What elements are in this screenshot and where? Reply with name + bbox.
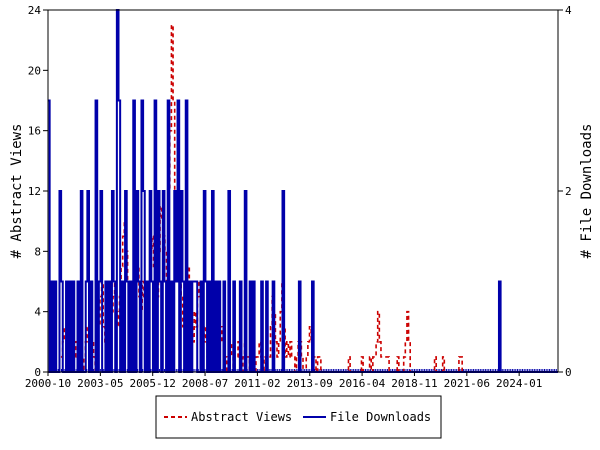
left-axis: 0 4 8 12 16 20 24	[28, 4, 48, 379]
left-tick-label: 12	[28, 185, 41, 198]
x-tick-label: 2011-02	[234, 377, 280, 390]
legend: Abstract Views File Downloads	[155, 395, 442, 439]
series-line-abstract-views	[48, 24, 558, 373]
right-tick-label: 2	[565, 185, 572, 198]
x-axis: 2000-10 2003-05 2005-12 2008-07 2011-02 2013-…	[25, 372, 542, 390]
x-tick-label: 2013-09	[287, 377, 333, 390]
left-tick-label: 24	[28, 4, 42, 17]
right-tick-label: 4	[565, 4, 572, 17]
x-tick-label: 2008-07	[182, 377, 228, 390]
legend-label-abstract-views: Abstract Views	[191, 410, 292, 424]
legend-label-file-downloads: File Downloads	[330, 410, 431, 424]
left-tick-label: 16	[28, 125, 41, 138]
x-tick-label: 2018-11	[391, 377, 437, 390]
left-tick-label: 4	[34, 306, 41, 319]
series-line-file-downloads	[48, 9, 558, 373]
left-axis-title: # Abstract Views	[9, 124, 25, 259]
plot-layer	[47, 9, 559, 373]
x-tick-label: 2024-01	[496, 377, 542, 390]
x-tick-label: 2003-05	[77, 377, 123, 390]
legend-box	[155, 395, 442, 439]
left-tick-label: 20	[28, 64, 41, 77]
x-tick-label: 2000-10	[25, 377, 71, 390]
x-tick-label: 2021-06	[444, 377, 490, 390]
right-tick-label: 0	[565, 366, 572, 379]
right-axis: 0 2 4	[558, 4, 572, 379]
left-tick-label: 8	[34, 245, 41, 258]
x-tick-label: 2005-12	[130, 377, 176, 390]
left-tick-label: 0	[34, 366, 41, 379]
x-tick-label: 2016-04	[339, 377, 386, 390]
right-axis-title: # File Downloads	[579, 124, 595, 259]
